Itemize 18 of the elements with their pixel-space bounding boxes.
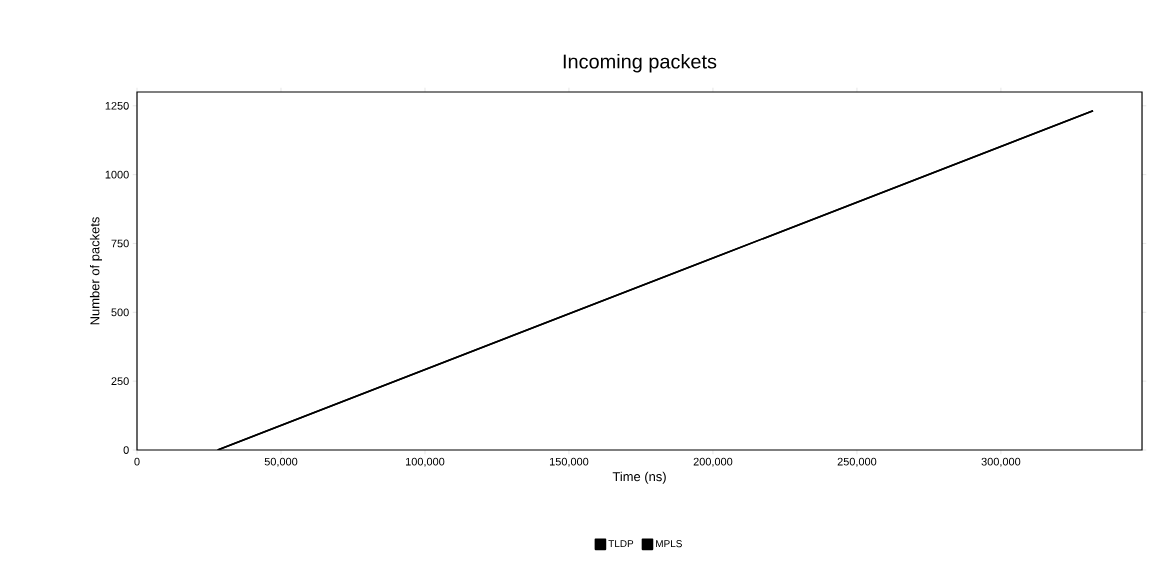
legend-label: MPLS — [656, 540, 682, 548]
chart-title: Incoming packets — [563, 53, 717, 73]
y-tick-label: 0 — [123, 446, 129, 454]
y-tick-label: 250 — [111, 377, 129, 386]
y-tick-label: 500 — [111, 308, 129, 317]
x-tick-label: 250,000 — [837, 457, 877, 467]
x-axis-title: Time (ns) — [612, 471, 666, 484]
y-tick-label: 1250 — [105, 101, 129, 110]
x-tick-label: 200,000 — [693, 457, 733, 467]
x-tick-label: 0 — [134, 457, 140, 466]
legend-label: TLDP — [608, 540, 634, 548]
x-tick-label: 150,000 — [549, 457, 589, 467]
x-tick-label: 50,000 — [264, 457, 298, 467]
x-tick-label: 100,000 — [405, 457, 445, 467]
y-tick-label: 1000 — [105, 170, 129, 179]
x-tick-label: 300,000 — [981, 457, 1021, 467]
y-axis-title: Number of packets — [89, 217, 103, 325]
y-tick-label: 750 — [111, 239, 129, 248]
